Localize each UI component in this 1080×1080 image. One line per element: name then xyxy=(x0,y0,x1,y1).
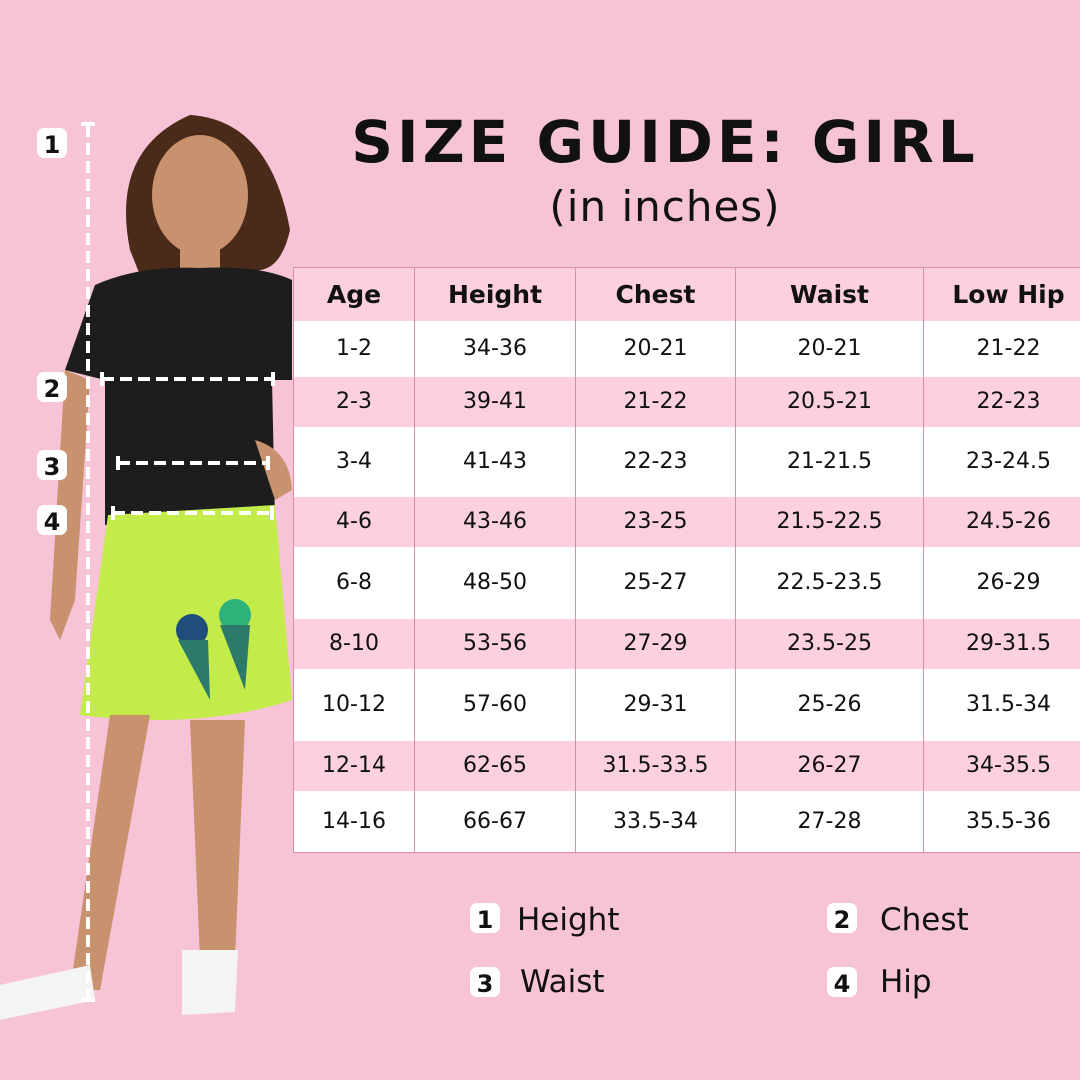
table-cell: 20-21 xyxy=(735,320,924,377)
legend-badge-4: 4 xyxy=(827,967,857,998)
table-cell: 4-6 xyxy=(293,496,415,547)
table-cell: 25-26 xyxy=(735,668,924,741)
table-cell: 39-41 xyxy=(414,376,576,427)
marker-4-badge: 4 xyxy=(37,505,67,536)
column-header: Chest xyxy=(575,267,736,321)
table-cell: 20.5-21 xyxy=(735,376,924,427)
table-cell: 21-21.5 xyxy=(735,426,924,497)
table-cell: 3-4 xyxy=(293,426,415,497)
column-header: Low Hip xyxy=(923,267,1080,321)
table-cell: 29-31.5 xyxy=(923,618,1080,669)
page-title: SIZE GUIDE: GIRL xyxy=(351,108,979,176)
table-cell: 34-35.5 xyxy=(923,740,1080,791)
legend-label-waist: Waist xyxy=(520,964,605,1000)
table-cell: 6-8 xyxy=(293,546,415,619)
table-cell: 41-43 xyxy=(414,426,576,497)
table-cell: 23-24.5 xyxy=(923,426,1080,497)
table-cell: 23-25 xyxy=(575,496,736,547)
table-cell: 26-27 xyxy=(735,740,924,791)
model-illustration xyxy=(0,115,292,1020)
table-row: 14-16 66-67 33.5-34 27-28 35.5-36 xyxy=(293,790,1080,853)
column-header: Height xyxy=(414,267,576,321)
marker-1-badge: 1 xyxy=(37,128,67,159)
table-cell: 14-16 xyxy=(293,790,415,853)
table-cell: 22-23 xyxy=(923,376,1080,427)
table-cell: 57-60 xyxy=(414,668,576,741)
size-table: Age Height Chest Waist Low Hip 1-2 34-36 20-21… xyxy=(293,267,1080,853)
table-row: 1-2 34-36 20-21 20-21 21-22 xyxy=(293,320,1080,377)
legend-label-height: Height xyxy=(517,902,620,938)
table-cell: 21-22 xyxy=(575,376,736,427)
legend-label-hip: Hip xyxy=(880,964,932,1000)
table-cell: 33.5-34 xyxy=(575,790,736,853)
legend-label-chest: Chest xyxy=(880,902,969,938)
table-cell: 22.5-23.5 xyxy=(735,546,924,619)
table-row: 2-3 39-41 21-22 20.5-21 22-23 xyxy=(293,376,1080,427)
table-cell: 20-21 xyxy=(575,320,736,377)
legend-badge-1: 1 xyxy=(470,903,500,934)
table-cell: 25-27 xyxy=(575,546,736,619)
table-cell: 23.5-25 xyxy=(735,618,924,669)
table-cell: 35.5-36 xyxy=(923,790,1080,853)
table-cell: 22-23 xyxy=(575,426,736,497)
table-cell: 21.5-22.5 xyxy=(735,496,924,547)
table-cell: 62-65 xyxy=(414,740,576,791)
table-cell: 1-2 xyxy=(293,320,415,377)
table-cell: 29-31 xyxy=(575,668,736,741)
table-cell: 48-50 xyxy=(414,546,576,619)
marker-2-badge: 2 xyxy=(37,372,67,403)
table-cell: 31.5-34 xyxy=(923,668,1080,741)
table-header-row: Age Height Chest Waist Low Hip xyxy=(293,267,1080,321)
table-cell: 2-3 xyxy=(293,376,415,427)
table-row: 8-10 53-56 27-29 23.5-25 29-31.5 xyxy=(293,618,1080,669)
table-cell: 66-67 xyxy=(414,790,576,853)
table-row: 10-12 57-60 29-31 25-26 31.5-34 xyxy=(293,668,1080,741)
table-cell: 27-29 xyxy=(575,618,736,669)
table-cell: 53-56 xyxy=(414,618,576,669)
legend-badge-3: 3 xyxy=(470,967,500,998)
table-row: 3-4 41-43 22-23 21-21.5 23-24.5 xyxy=(293,426,1080,497)
table-cell: 31.5-33.5 xyxy=(575,740,736,791)
column-header: Age xyxy=(293,267,415,321)
table-cell: 24.5-26 xyxy=(923,496,1080,547)
girl-figure xyxy=(0,115,292,1020)
page-subtitle: (in inches) xyxy=(549,182,781,231)
measure-lines xyxy=(81,122,275,1002)
table-row: 6-8 48-50 25-27 22.5-23.5 26-29 xyxy=(293,546,1080,619)
legend-badge-2: 2 xyxy=(827,903,857,934)
table-cell: 43-46 xyxy=(414,496,576,547)
table-cell: 26-29 xyxy=(923,546,1080,619)
table-cell: 21-22 xyxy=(923,320,1080,377)
table-cell: 10-12 xyxy=(293,668,415,741)
marker-3-badge: 3 xyxy=(37,450,67,481)
table-cell: 34-36 xyxy=(414,320,576,377)
table-cell: 27-28 xyxy=(735,790,924,853)
table-row: 4-6 43-46 23-25 21.5-22.5 24.5-26 xyxy=(293,496,1080,547)
table-row: 12-14 62-65 31.5-33.5 26-27 34-35.5 xyxy=(293,740,1080,791)
column-header: Waist xyxy=(735,267,924,321)
table-cell: 8-10 xyxy=(293,618,415,669)
table-cell: 12-14 xyxy=(293,740,415,791)
